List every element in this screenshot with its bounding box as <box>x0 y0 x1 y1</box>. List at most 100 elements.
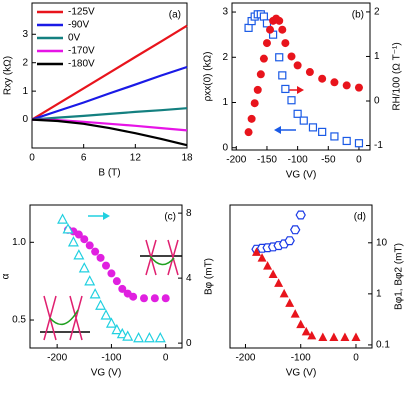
y-tick-label: 2 <box>222 52 228 63</box>
marker <box>301 326 311 336</box>
y-tick-label: 0 <box>22 114 28 125</box>
marker <box>281 84 290 94</box>
y-tick-label: 1 <box>222 97 228 108</box>
marker <box>89 288 101 299</box>
y-tick-label: 2 <box>22 57 28 68</box>
marker <box>62 223 74 234</box>
marker <box>244 128 253 137</box>
y-tick-label: 0 <box>222 142 228 153</box>
marker <box>84 275 96 286</box>
plot-frame <box>31 2 188 149</box>
marker <box>74 230 83 239</box>
x-tick-label: -100 <box>288 155 308 166</box>
inset-diagram <box>40 239 182 341</box>
x-tick-label: 0 <box>29 153 35 164</box>
series-line <box>31 65 188 121</box>
x-tick-label: -100 <box>101 353 121 364</box>
marker <box>354 139 364 148</box>
marker <box>250 99 259 108</box>
marker <box>318 332 328 341</box>
marker <box>284 236 295 246</box>
marker <box>100 309 112 320</box>
legend-label: -90V <box>68 20 89 31</box>
x-tick-label: 0 <box>353 353 359 364</box>
marker <box>116 327 128 339</box>
y-tick-label: 10 <box>376 237 388 248</box>
marker <box>275 16 284 25</box>
y-tick-label: 3 <box>222 7 228 18</box>
marker <box>285 298 295 307</box>
y-axis-label: α <box>1 273 12 279</box>
y-axis-label: ρxx(0) (kΩ) <box>203 52 214 102</box>
x-tick-label: -200 <box>235 353 255 364</box>
marker <box>259 54 268 63</box>
panel: -200 -100 0 0.5 1.0 0 4 8 VG (V) α Bφ (mT) (c) <box>1 204 215 379</box>
marker <box>118 284 127 293</box>
x-tick-label: 12 <box>130 153 142 164</box>
y-tick-label: 1.0 <box>12 237 26 248</box>
marker <box>247 114 256 123</box>
marker <box>290 309 300 318</box>
marker <box>305 68 314 77</box>
marker <box>295 210 306 220</box>
x-axis-label: VG (V) <box>91 368 122 379</box>
marker <box>244 23 253 32</box>
marker <box>330 132 339 141</box>
marker <box>263 261 273 270</box>
marker <box>279 288 289 298</box>
legend-label: -125V <box>68 7 95 18</box>
marker <box>67 236 79 247</box>
marker <box>129 292 138 301</box>
marker <box>262 39 271 48</box>
marker <box>107 269 116 278</box>
x-tick-label: 6 <box>81 153 87 164</box>
x-tick-label: -50 <box>321 155 336 166</box>
marker <box>122 330 134 341</box>
marker <box>85 241 94 250</box>
marker <box>293 61 302 70</box>
x-tick-label: -150 <box>257 155 277 166</box>
y2-tick-label: 1 <box>374 51 380 62</box>
marker <box>278 25 287 34</box>
x-tick-label: 0 <box>163 353 169 364</box>
marker <box>111 323 123 335</box>
marker <box>91 247 100 256</box>
x-tick-label: 0 <box>356 155 362 166</box>
marker <box>275 53 284 62</box>
x-axis-label: VG (V) <box>286 368 317 379</box>
series-line <box>31 118 188 147</box>
marker <box>318 74 327 83</box>
series-line <box>31 107 188 121</box>
legend-label: 0V <box>68 33 81 44</box>
marker <box>150 294 159 303</box>
marker <box>266 25 275 34</box>
arrow-head <box>103 212 110 220</box>
panel-label: (a) <box>169 10 181 21</box>
y-tick-label: 1 <box>376 288 382 299</box>
x-tick-label: -200 <box>47 353 67 364</box>
marker <box>287 52 296 61</box>
marker <box>296 319 306 329</box>
y2-axis-label: RH/100 (Ω T⁻¹) <box>392 42 403 110</box>
marker <box>102 261 110 270</box>
marker <box>268 269 278 278</box>
panel: -200 -100 0 0.1 1 10 VG (V) Bφ1, Bφ2 (mT) (d) <box>229 204 405 379</box>
x-axis-label: VG (V) <box>286 170 317 181</box>
x-tick-label: 18 <box>181 153 193 164</box>
marker <box>252 247 262 256</box>
marker <box>318 127 327 137</box>
y-tick-label: 1 <box>22 86 28 97</box>
marker <box>73 249 85 260</box>
series-line <box>31 24 188 121</box>
panel-label: (c) <box>164 212 176 223</box>
marker <box>342 81 351 90</box>
y2-axis-label: Bφ (mT) <box>204 258 215 295</box>
marker <box>105 317 117 328</box>
marker <box>330 78 339 87</box>
plot-frame <box>29 204 183 349</box>
y-axis-label: Rxy (kΩ) <box>3 56 14 95</box>
panel-label: (d) <box>354 212 366 223</box>
x-axis-label: B (T) <box>98 168 120 179</box>
